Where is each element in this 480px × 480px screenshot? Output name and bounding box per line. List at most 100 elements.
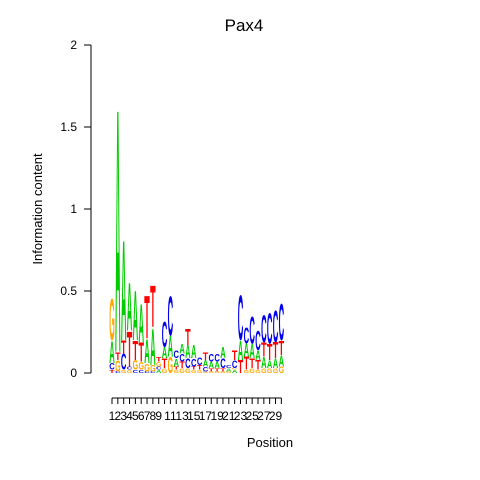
- logo-letter-g: G: [173, 370, 179, 375]
- y-tick-label: 1: [70, 202, 77, 216]
- x-tick-label: 6: [138, 409, 145, 423]
- x-tick-label: 21: [222, 409, 236, 423]
- y-tick-label: 2: [70, 38, 77, 52]
- logo-letter-c: C: [255, 327, 261, 357]
- x-tick-label: 19: [210, 409, 224, 423]
- logo-letter-a: A: [232, 369, 238, 374]
- logo-letter-g: G: [162, 368, 167, 375]
- logo-letter-g: G: [144, 362, 150, 375]
- logo-letter-a: A: [173, 357, 179, 370]
- logo-letter-t: T: [127, 321, 132, 378]
- logo-letter-g: G: [249, 368, 254, 375]
- logo-letter-g: G: [209, 371, 215, 374]
- logo-letter-c: C: [214, 352, 220, 365]
- logo-letter-t: T: [273, 337, 279, 363]
- logo-letter-c: C: [162, 314, 168, 356]
- x-tick-label: 4: [126, 409, 133, 423]
- logo-letter-t: T: [162, 357, 168, 371]
- logo-letter-g: G: [214, 371, 220, 374]
- logo-letter-t: T: [238, 358, 244, 378]
- logo-letter-c: C: [121, 350, 127, 375]
- logo-letter-a: A: [273, 357, 279, 372]
- logo-letter-a: A: [209, 359, 215, 370]
- logo-letter-a: A: [179, 342, 185, 357]
- logo-letter-c: C: [109, 361, 115, 372]
- logo-letter-c: C: [197, 355, 203, 368]
- logo-letter-c: C: [279, 293, 285, 352]
- logo-letter-a: A: [168, 329, 174, 363]
- x-tick-label: 29: [269, 409, 283, 423]
- y-tick-label: 0: [70, 366, 77, 380]
- y-tick-label: 0.5: [60, 284, 77, 298]
- logo-letter-a: A: [150, 317, 156, 376]
- logo-letter-g: G: [150, 364, 156, 374]
- x-tick-label: 27: [257, 409, 271, 423]
- logo-letter-a: A: [255, 349, 261, 364]
- logo-letter-a: A: [226, 368, 232, 373]
- logo-letter-c: C: [138, 369, 144, 374]
- x-tick-label: 8: [150, 409, 157, 423]
- logo-letter-a: A: [244, 340, 249, 361]
- logo-letter-g: G: [185, 368, 190, 375]
- logo-letter-c: C: [209, 352, 215, 365]
- logo-letter-t: T: [191, 366, 197, 371]
- logo-letter-g: G: [220, 371, 226, 374]
- logo-letter-t: T: [185, 324, 191, 350]
- logo-letter-t: T: [150, 274, 156, 340]
- logo-letter-c: C: [150, 371, 156, 373]
- logo-letter-t: T: [249, 357, 255, 371]
- logo-letter-a: A: [115, 38, 121, 427]
- x-tick-label: 15: [187, 409, 201, 423]
- logo-letter-t: T: [209, 368, 215, 373]
- logo-letter-g: G: [127, 370, 133, 375]
- logo-letter-a: A: [138, 294, 144, 354]
- logo-letter-g: G: [197, 370, 203, 375]
- logo-letter-a: A: [267, 359, 273, 372]
- logo-letter-t: T: [220, 368, 226, 373]
- x-tick-label: 13: [175, 409, 189, 423]
- y-tick-label: 1.5: [60, 120, 77, 134]
- logo-letter-t: T: [279, 338, 285, 360]
- logo-letter-c: C: [127, 366, 133, 371]
- logo-letter-c: C: [203, 365, 209, 373]
- logo-letter-c: C: [168, 283, 174, 347]
- logo-letter-g: G: [267, 368, 272, 375]
- logo-letter-c: C: [244, 323, 250, 348]
- logo-letter-g: G: [261, 368, 266, 375]
- logo-letter-a: A: [220, 344, 226, 362]
- chart-title: Pax4: [225, 16, 264, 35]
- y-axis: 0 0.5 1 1.5 2: [60, 38, 92, 380]
- logo-letter-c: C: [232, 359, 238, 372]
- x-tick-label: 3: [120, 409, 127, 423]
- logo-letter-a: A: [133, 277, 139, 356]
- logo-letter-a: A: [249, 341, 255, 364]
- logo-letter-c: C: [238, 283, 244, 355]
- logo-letter-a: A: [109, 334, 115, 370]
- logo-letter-a: A: [144, 334, 150, 371]
- logo-letter-g: G: [115, 357, 121, 375]
- logo-letter-t: T: [255, 359, 261, 373]
- logo-letter-a: A: [156, 369, 162, 374]
- logo-letter-g: G: [279, 365, 285, 375]
- x-tick-label: 2: [114, 409, 121, 423]
- x-tick-label: 23: [234, 409, 248, 423]
- logo-letter-t: T: [214, 368, 220, 373]
- logo-letter-t: T: [173, 366, 179, 371]
- logo-letter-c: C: [220, 357, 226, 372]
- logo-letter-g: G: [226, 371, 232, 374]
- logo-letter-c: C: [267, 304, 273, 353]
- x-tick-label: 1: [109, 409, 116, 423]
- logo-letter-c: C: [133, 369, 139, 374]
- logo-letter-c: C: [261, 307, 267, 350]
- logo-letter-a: A: [162, 344, 168, 362]
- logo-letter-t: T: [261, 340, 267, 362]
- logo-letter-a: A: [121, 210, 127, 371]
- x-tick-label: 9: [155, 409, 162, 423]
- logo-letter-c: C: [226, 364, 232, 369]
- logo-letter-g: G: [273, 368, 278, 375]
- logo-letter-a: A: [127, 270, 133, 346]
- logo-letter-c: C: [249, 309, 255, 352]
